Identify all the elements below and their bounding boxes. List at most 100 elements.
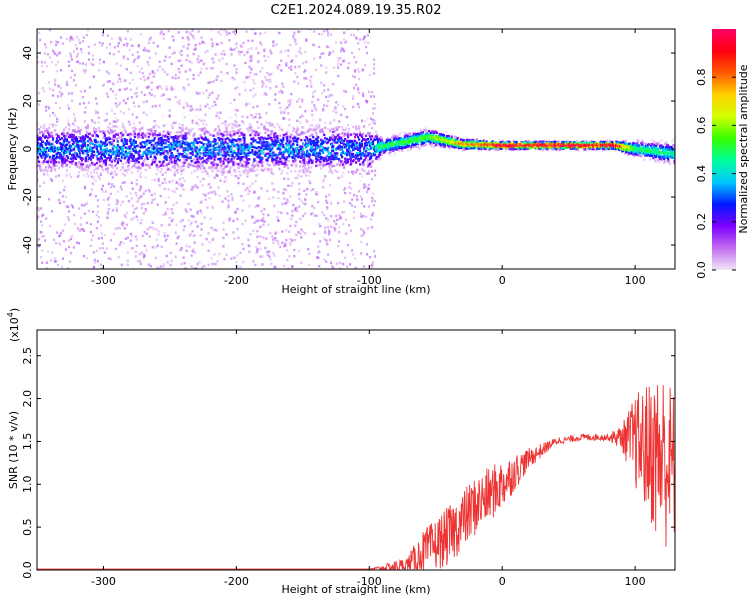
spectrogram-point [98,62,102,65]
spectrogram-point [100,164,103,168]
spectrogram-point [390,136,394,139]
spectrogram-point [236,154,239,157]
spectrogram-point [364,134,368,138]
spectrogram-point [97,121,101,124]
spectrogram-point [91,121,95,124]
spectrogram-point [397,149,401,152]
spectrogram-point [49,149,53,153]
spectrogram-point [372,63,376,66]
spectrogram-point [99,155,102,159]
spectrogram-point [74,140,78,143]
spectrogram-point [247,154,250,157]
spectrogram-point [366,159,370,162]
spectrogram-point [55,133,59,136]
spectrogram-point [220,164,223,167]
spectrogram-point [320,81,323,85]
spectrogram-point [204,127,207,131]
spectrogram-point [71,38,75,41]
spectrogram-point [186,104,189,107]
spectrogram-point [147,41,150,45]
spectrogram-point [370,161,374,164]
spectrogram-point [289,135,292,139]
spectrogram-point [118,227,121,230]
spectrogram-point [145,249,148,252]
spectrogram-point [265,78,268,81]
spectrogram-point [96,167,100,171]
spectrogram-point [93,261,97,264]
spectrogram-point [162,32,165,36]
spectrogram-point [326,243,329,246]
spectrogram-point [65,83,69,86]
spectrogram-point [170,219,173,223]
spectrogram-point [277,240,280,243]
spectrogram-point [125,68,128,71]
spectrogram-point [150,178,153,182]
spectrogram-point [221,151,224,154]
spectrogram-point [362,265,366,268]
spectrogram-point [231,155,234,158]
spectrogram-point [212,61,215,64]
spectrogram-point [82,136,86,139]
spectrogram-point [60,92,64,96]
spectrogram-point [386,137,390,140]
spectrogram-point [64,146,68,150]
spectrogram-point [342,223,345,226]
spectrogram-point [96,199,100,202]
spectrogram-point [346,148,349,152]
spectrogram-point [339,146,342,149]
spectrogram-point [234,108,237,112]
spectrogram-point [126,236,129,239]
spectrogram-point [233,98,236,101]
spectrogram-point [272,173,275,176]
spectrogram-point [188,60,191,63]
spectrogram-point [335,214,338,218]
spectrogram-point [226,137,229,140]
spectrogram-point [351,204,354,208]
spectrogram-point [350,187,353,190]
spectrogram-point [152,145,155,148]
spectrogram-point [309,79,312,82]
spectrogram-point [241,143,244,146]
spectrogram-point [191,150,194,153]
spectrogram-point [40,261,44,264]
spectrogram-point [295,154,298,158]
spectrogram-point [233,156,236,159]
spectrogram-point [274,265,277,269]
spectrogram-point [147,164,150,168]
spectrogram-point [163,146,166,149]
spectrogram-point [269,78,272,81]
spectrogram-point [90,188,94,191]
spectrogram-point [345,90,348,93]
spectrogram-point [224,176,227,179]
spectrogram-point [108,141,111,144]
spectrogram-point [56,263,60,267]
spectrogram-point [38,131,42,134]
spectrogram-point [136,64,139,68]
spectrogram-point [271,147,274,150]
spectrogram-point [144,168,147,172]
spectrogram-point [375,147,379,150]
spectrogram-point [327,34,330,37]
spectrogram-point [270,72,273,76]
spectrogram-point [137,197,140,200]
spectrogram-point [233,256,236,259]
spectrogram-point [126,251,129,254]
spectrogram-point [91,134,95,137]
spectrogram-point [72,50,76,53]
spectrogram-point [313,232,316,236]
spectrogram-point [359,195,363,198]
spectrogram-point [232,161,235,164]
spectrogram-point [347,66,350,70]
spectrogram-point [42,123,46,127]
spectrogram-point [226,32,229,35]
spectrogram-point [236,217,239,221]
spectrogram-point [293,139,296,143]
spectrogram-point [110,160,113,163]
spectrogram-point [113,159,116,163]
spectrogram-point [62,188,66,192]
spectrogram-point [330,169,333,172]
spectrogram-point [164,201,167,204]
spectrogram-point [57,166,61,170]
spectrogram-point [360,162,364,166]
spectrogram-point [232,163,235,166]
